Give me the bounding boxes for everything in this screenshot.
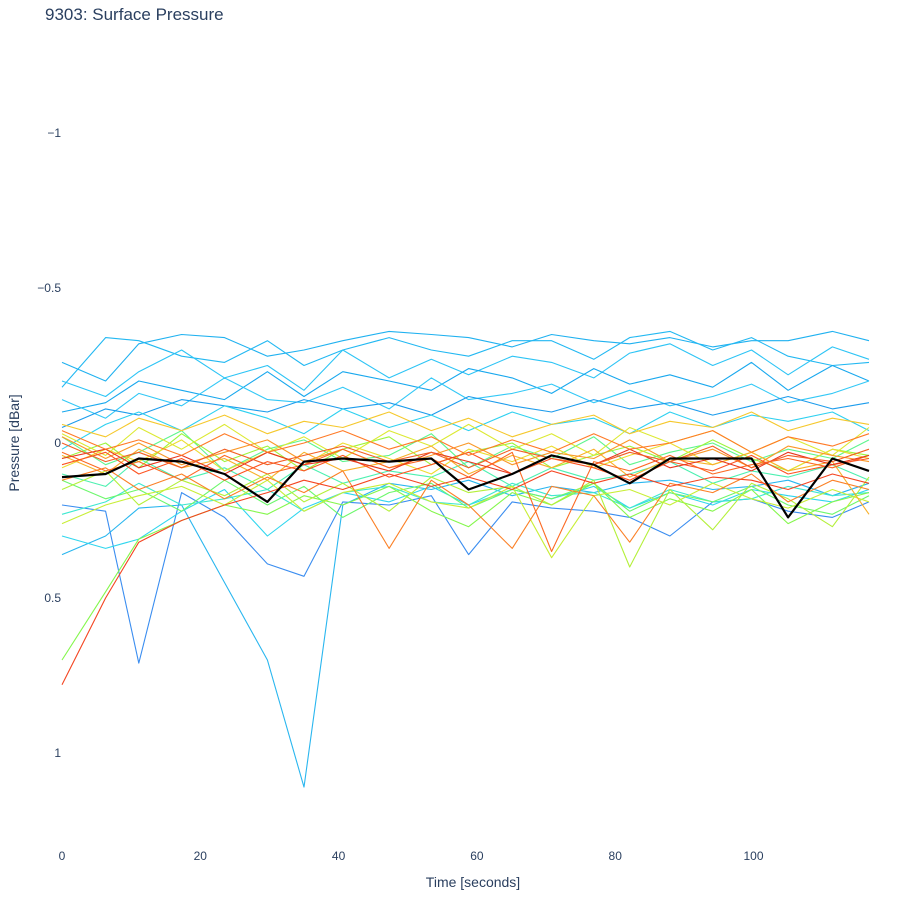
y-axis-label: Pressure [dBar] [6,394,22,491]
y-tick-label: 0 [54,436,61,450]
x-tick-label: 80 [609,849,623,863]
x-tick-label: 0 [59,849,66,863]
x-tick-label: 100 [744,849,764,863]
series-line-cast-8 [61,492,870,664]
series-line-cast-3 [61,343,870,398]
series-line-cast-27 [61,470,870,686]
x-tick-label: 40 [332,849,346,863]
series-line-cast-5 [61,377,870,419]
series-line-cast-6 [61,395,870,429]
series-line-cast-18 [61,479,870,559]
y-tick-label: −1 [47,126,61,140]
series-line-cast-7 [61,405,870,450]
series-line-cast-9 [61,479,870,788]
series-line-cast-29 [61,442,870,469]
series-line-cast-4 [61,361,870,413]
series-line-mean [61,454,870,519]
y-tick-label: −0.5 [37,281,61,295]
x-tick-label: 60 [470,849,484,863]
series-line-cast-1 [61,330,870,382]
series-line-cast-21 [61,411,870,438]
series-line-cast-24 [61,467,870,549]
x-axis-ticks: 0 20 40 60 80 100 [59,849,764,863]
x-tick-label: 20 [194,849,208,863]
chart-title: 9303: Surface Pressure [45,5,224,24]
series-line-cast-2 [61,330,870,388]
series-line-cast-10 [61,485,870,549]
series-line-cast-17 [61,470,870,568]
series-line-cast-30 [61,430,870,456]
x-axis-label: Time [seconds] [426,874,520,890]
series-line-cast-23 [61,436,870,469]
y-tick-label: 1 [54,746,61,760]
plot-area [61,330,870,788]
y-tick-label: 0.5 [44,591,61,605]
y-axis-ticks: −1 −0.5 0 0.5 1 [37,126,61,760]
